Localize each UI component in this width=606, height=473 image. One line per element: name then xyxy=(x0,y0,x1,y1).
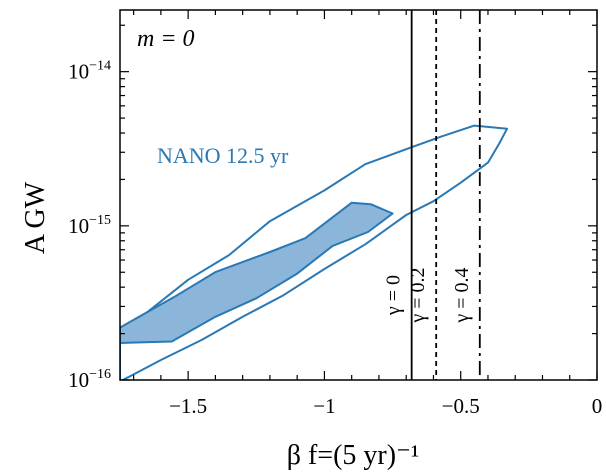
plot-layer xyxy=(120,124,509,380)
gamma-label-0: γ = 0 xyxy=(383,275,405,316)
x-tick-label: −1 xyxy=(313,394,335,418)
inner-contour-region xyxy=(120,201,394,344)
x-axis-label: β f=(5 yr)⁻¹ xyxy=(287,440,420,471)
gamma-label-2: γ = 0.4 xyxy=(451,267,473,323)
x-tick-label: 0 xyxy=(592,394,603,418)
x-tick-label: −1.5 xyxy=(169,394,207,418)
axes-layer: −1.5 −1 −0.5 0 10−14 10−15 10−16 xyxy=(68,9,603,418)
y-tick-label: 10−15 xyxy=(68,213,111,238)
y-tick-label: 10−16 xyxy=(68,367,111,392)
contour-label: NANO 12.5 yr xyxy=(157,143,289,168)
gamma-label-1: γ = 0.2 xyxy=(407,267,429,323)
text-layer: m = 0 NANO 12.5 yr β f=(5 yr)⁻¹ A GW xyxy=(20,26,419,471)
annotation-m: m = 0 xyxy=(137,26,195,52)
x-tick-label: −0.5 xyxy=(442,394,480,418)
y-tick-label: 10−14 xyxy=(68,59,111,84)
outer-contour xyxy=(120,124,509,380)
plot-frame xyxy=(119,9,598,381)
y-axis-label: A GW xyxy=(20,181,51,254)
